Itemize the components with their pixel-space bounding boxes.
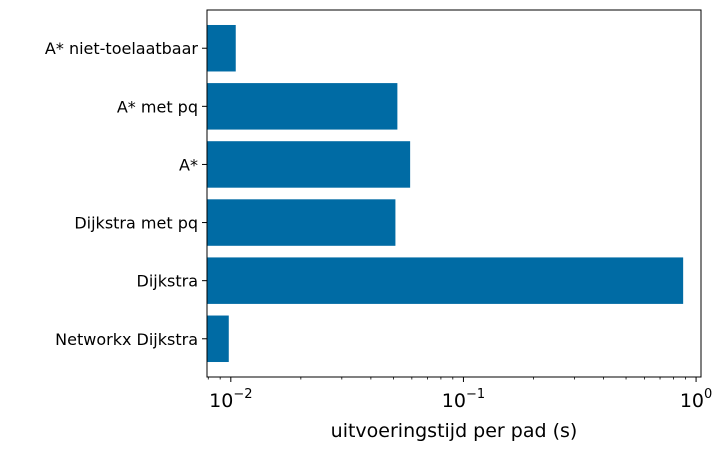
- x-tick-exponent: −2: [233, 387, 252, 402]
- x-tick-label: 10−1: [442, 387, 485, 412]
- plot-frame: [206, 9, 702, 378]
- category-label-a: A*: [179, 155, 198, 174]
- bar-networkx-dijkstra: [207, 315, 229, 363]
- x-tick-base: 10: [209, 390, 233, 412]
- x-axis-ticks: 10−2 10−1 100: [207, 377, 712, 412]
- category-label-networkx-dijkstra: Networkx Dijkstra: [55, 330, 198, 349]
- category-label-dijkstra-met-pq: Dijkstra met pq: [74, 214, 198, 233]
- x-axis-title: uitvoeringstijd per pad (s): [331, 420, 578, 442]
- category-labels: A* niet-toelaatbaar A* met pq A* Dijkstra m…: [45, 39, 207, 349]
- bar-a: [207, 141, 411, 188]
- x-tick-base: 10: [442, 390, 466, 412]
- bar-a-met-pq: [207, 83, 398, 130]
- x-tick-exponent: 0: [704, 387, 712, 402]
- x-tick-base: 10: [680, 390, 704, 412]
- plot-area: [207, 10, 701, 377]
- bar-dijkstra-met-pq: [207, 199, 396, 246]
- x-tick-label: 100: [680, 387, 712, 412]
- x-tick-exponent: −1: [466, 387, 485, 402]
- x-tick-label: 10−2: [209, 387, 252, 412]
- bar-a-niet-toelaatbaar: [207, 24, 236, 72]
- bars-group: [207, 24, 684, 363]
- bar-dijkstra: [207, 257, 684, 304]
- category-label-a-met-pq: A* met pq: [117, 97, 198, 116]
- category-label-dijkstra: Dijkstra: [137, 272, 198, 291]
- category-label-a-niet-toelaatbaar: A* niet-toelaatbaar: [45, 39, 199, 58]
